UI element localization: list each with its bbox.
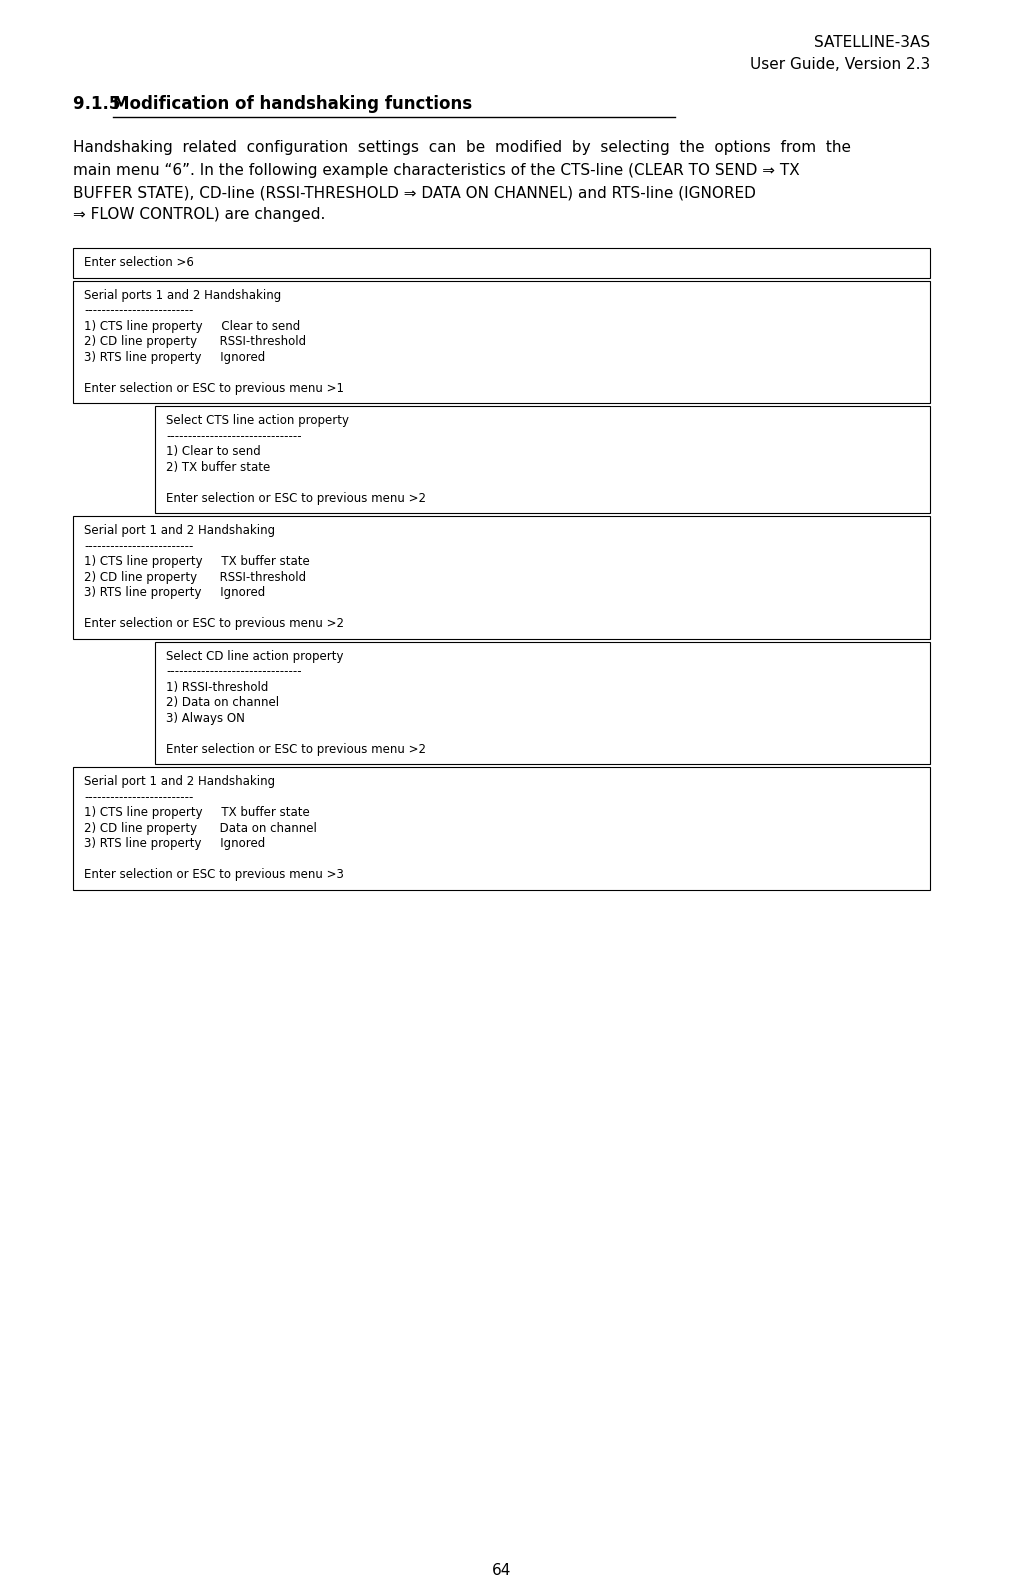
Text: 64: 64 bbox=[492, 1563, 511, 1579]
Text: Enter selection or ESC to previous menu >3: Enter selection or ESC to previous menu … bbox=[84, 868, 344, 881]
Text: Select CD line action property: Select CD line action property bbox=[167, 650, 344, 663]
Text: ⇒ FLOW CONTROL) are changed.: ⇒ FLOW CONTROL) are changed. bbox=[73, 207, 325, 223]
Text: 1) Clear to send: 1) Clear to send bbox=[167, 446, 261, 459]
Text: -------------------------: ------------------------- bbox=[84, 304, 194, 317]
FancyBboxPatch shape bbox=[73, 516, 930, 639]
Text: 1) RSSI-threshold: 1) RSSI-threshold bbox=[167, 680, 269, 693]
Text: Serial ports 1 and 2 Handshaking: Serial ports 1 and 2 Handshaking bbox=[84, 288, 282, 301]
FancyBboxPatch shape bbox=[73, 766, 930, 889]
FancyBboxPatch shape bbox=[154, 642, 930, 765]
Text: Handshaking  related  configuration  settings  can  be  modified  by  selecting : Handshaking related configuration settin… bbox=[73, 140, 851, 155]
Text: SATELLINE-3AS: SATELLINE-3AS bbox=[814, 35, 930, 49]
Text: 3) RTS line property     Ignored: 3) RTS line property Ignored bbox=[84, 350, 265, 363]
Text: User Guide, Version 2.3: User Guide, Version 2.3 bbox=[750, 57, 930, 72]
Text: Enter selection or ESC to previous menu >2: Enter selection or ESC to previous menu … bbox=[84, 616, 344, 631]
Text: 3) RTS line property     Ignored: 3) RTS line property Ignored bbox=[84, 586, 265, 599]
FancyBboxPatch shape bbox=[154, 406, 930, 513]
FancyBboxPatch shape bbox=[73, 249, 930, 277]
Text: Serial port 1 and 2 Handshaking: Serial port 1 and 2 Handshaking bbox=[84, 776, 276, 789]
Text: -------------------------: ------------------------- bbox=[84, 540, 194, 553]
Text: -------------------------------: ------------------------------- bbox=[167, 430, 303, 443]
FancyBboxPatch shape bbox=[73, 280, 930, 403]
Text: 2) Data on channel: 2) Data on channel bbox=[167, 696, 280, 709]
Text: -------------------------: ------------------------- bbox=[84, 790, 194, 804]
Text: main menu “6”. In the following example characteristics of the CTS-line (CLEAR T: main menu “6”. In the following example … bbox=[73, 162, 800, 177]
Text: Serial port 1 and 2 Handshaking: Serial port 1 and 2 Handshaking bbox=[84, 524, 276, 537]
Text: 9.1.5: 9.1.5 bbox=[73, 96, 132, 113]
Text: 1) CTS line property     Clear to send: 1) CTS line property Clear to send bbox=[84, 320, 300, 333]
Text: 1) CTS line property     TX buffer state: 1) CTS line property TX buffer state bbox=[84, 806, 310, 819]
Text: Enter selection or ESC to previous menu >2: Enter selection or ESC to previous menu … bbox=[167, 492, 427, 505]
Text: 2) CD line property      RSSI-threshold: 2) CD line property RSSI-threshold bbox=[84, 570, 307, 583]
Text: BUFFER STATE), CD-line (RSSI-THRESHOLD ⇒ DATA ON CHANNEL) and RTS-line (IGNORED: BUFFER STATE), CD-line (RSSI-THRESHOLD ⇒… bbox=[73, 185, 755, 201]
Text: 2) CD line property      RSSI-threshold: 2) CD line property RSSI-threshold bbox=[84, 335, 307, 349]
Text: 2) CD line property      Data on channel: 2) CD line property Data on channel bbox=[84, 822, 317, 835]
Text: 1) CTS line property     TX buffer state: 1) CTS line property TX buffer state bbox=[84, 556, 310, 569]
Text: 3) Always ON: 3) Always ON bbox=[167, 712, 246, 725]
Text: Select CTS line action property: Select CTS line action property bbox=[167, 414, 349, 427]
Text: 2) TX buffer state: 2) TX buffer state bbox=[167, 460, 270, 473]
Text: -------------------------------: ------------------------------- bbox=[167, 666, 303, 679]
Text: 3) RTS line property     Ignored: 3) RTS line property Ignored bbox=[84, 838, 265, 851]
Text: Enter selection >6: Enter selection >6 bbox=[84, 256, 194, 269]
Text: Enter selection or ESC to previous menu >1: Enter selection or ESC to previous menu … bbox=[84, 382, 344, 395]
Text: Modification of handshaking functions: Modification of handshaking functions bbox=[113, 96, 472, 113]
Text: Enter selection or ESC to previous menu >2: Enter selection or ESC to previous menu … bbox=[167, 742, 427, 755]
